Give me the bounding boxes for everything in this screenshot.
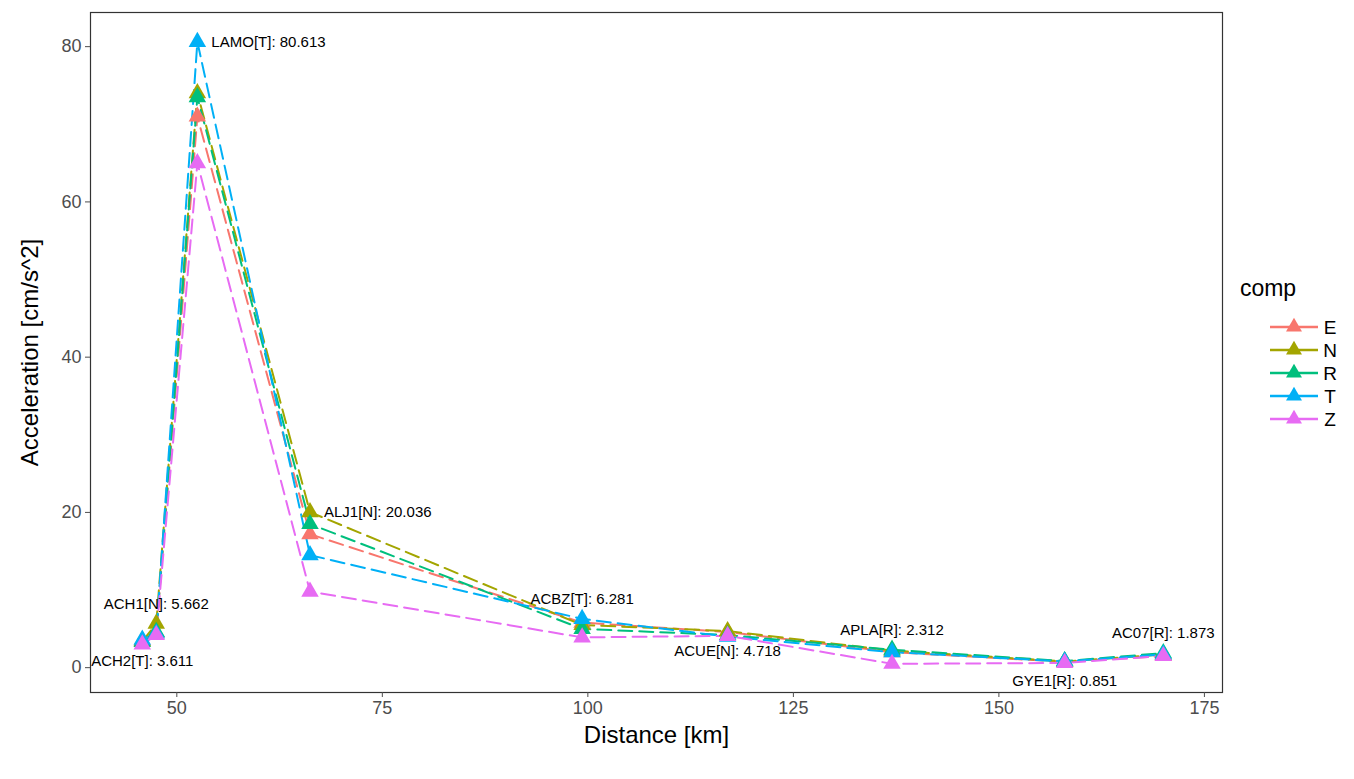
svg-text:20: 20 <box>61 502 81 522</box>
svg-text:75: 75 <box>372 698 392 718</box>
svg-text:Z: Z <box>1324 409 1336 430</box>
svg-text:N: N <box>1323 340 1337 361</box>
svg-text:ALJ1[N]: 20.036: ALJ1[N]: 20.036 <box>324 503 432 520</box>
svg-text:100: 100 <box>573 698 603 718</box>
svg-text:AC07[R]: 1.873: AC07[R]: 1.873 <box>1112 624 1215 641</box>
svg-text:0: 0 <box>71 657 81 677</box>
svg-text:GYE1[R]: 0.851: GYE1[R]: 0.851 <box>1012 672 1117 689</box>
svg-text:APLA[R]: 2.312: APLA[R]: 2.312 <box>840 621 943 638</box>
svg-text:comp: comp <box>1240 275 1296 301</box>
svg-text:125: 125 <box>778 698 808 718</box>
svg-text:R: R <box>1323 363 1337 384</box>
svg-text:150: 150 <box>984 698 1014 718</box>
svg-text:ACUE[N]: 4.718: ACUE[N]: 4.718 <box>674 642 781 659</box>
svg-text:40: 40 <box>61 347 81 367</box>
svg-text:ACBZ[T]: 6.281: ACBZ[T]: 6.281 <box>530 590 633 607</box>
svg-text:Distance [km]: Distance [km] <box>584 721 729 748</box>
svg-text:Acceleration [cm/s^2]: Acceleration [cm/s^2] <box>16 239 43 466</box>
svg-text:T: T <box>1324 386 1336 407</box>
svg-text:60: 60 <box>61 192 81 212</box>
svg-text:ACH2[T]: 3.611: ACH2[T]: 3.611 <box>91 652 193 669</box>
svg-text:E: E <box>1324 317 1337 338</box>
svg-text:50: 50 <box>167 698 187 718</box>
svg-text:ACH1[N]: 5.662: ACH1[N]: 5.662 <box>104 595 209 612</box>
svg-text:LAMO[T]: 80.613: LAMO[T]: 80.613 <box>211 33 325 50</box>
svg-text:175: 175 <box>1189 698 1219 718</box>
svg-text:80: 80 <box>61 36 81 56</box>
